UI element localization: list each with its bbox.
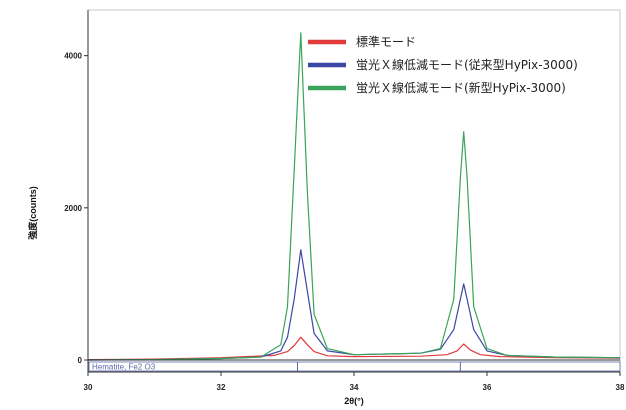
x-tick-label: 36: [483, 383, 492, 392]
plot-frame: [87, 9, 621, 373]
y-tick-label: 2000: [64, 204, 82, 213]
series-line: [87, 336, 621, 361]
x-axis-label: 2θ(°): [344, 396, 363, 406]
reference-label: Hematite, Fe2 O3: [92, 363, 156, 372]
x-tick-label: 30: [84, 383, 93, 392]
series-line: [87, 32, 621, 361]
y-tick-label: 4000: [64, 52, 82, 61]
legend-label: 蛍光Ｘ線低減モード(新型HyPix-3000): [356, 80, 566, 95]
y-axis-label: 強度(counts): [27, 186, 38, 240]
x-tick-label: 34: [350, 383, 359, 392]
reference-strip: [88, 361, 621, 372]
series-group: [87, 32, 621, 361]
legend-label: 標準モード: [356, 34, 416, 49]
legend-label: 蛍光Ｘ線低減モード(従来型HyPix-3000): [356, 57, 578, 72]
x-tick-label: 38: [616, 383, 625, 392]
axes: 0 2000 4000 30 32 34 36 38: [64, 10, 625, 392]
y-tick-label: 0: [78, 356, 83, 365]
reference-pattern: Hematite, Fe2 O3: [88, 361, 621, 372]
x-tick-label: 32: [217, 383, 226, 392]
